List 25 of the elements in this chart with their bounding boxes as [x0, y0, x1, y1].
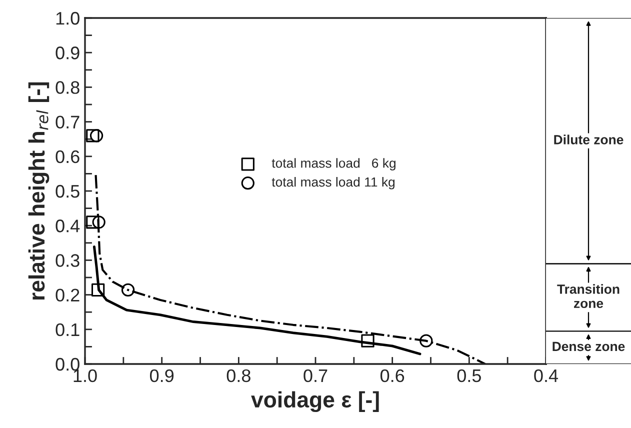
y-tick-label: 0.8: [56, 81, 80, 94]
y-tick-label: 0.7: [56, 116, 80, 129]
legend-label: Dense zone: [552, 342, 625, 352]
x-tick-label: 0.6: [380, 369, 404, 382]
x-tick-label: 1.0: [74, 369, 97, 382]
x-tick-label: 0.9: [150, 369, 174, 382]
legend-label: total mass load 6 kg: [272, 158, 396, 170]
y-tick-label: 0.0: [56, 358, 80, 371]
x-tick-label: 0.5: [457, 369, 481, 382]
y-axis-title: relative height h$_{rel}$ [-]: [28, 82, 50, 300]
x-tick-label: 0.7: [304, 369, 328, 382]
legend-label: total mass load 11 kg: [272, 177, 394, 190]
y-tick-label: 0.3: [56, 254, 80, 267]
y-tick-label: 0.1: [56, 323, 80, 336]
y-tick-label: 0.6: [56, 150, 80, 164]
series-label: Dilute zone: [554, 134, 624, 144]
x-tick-label: 0.8: [226, 369, 250, 382]
y-tick-label: 0.2: [56, 288, 80, 302]
y-tick-label: 0.9: [56, 46, 80, 60]
x-tick-label: 0.4: [534, 369, 558, 382]
y-tick-label: 0.4: [56, 220, 80, 232]
y-tick-label: 0.5: [56, 184, 80, 198]
y-tick-label: 1.0: [56, 12, 80, 25]
x-axis-title: voidage ε [-]: [251, 391, 379, 412]
legend-label: Transition zone: [557, 284, 620, 308]
